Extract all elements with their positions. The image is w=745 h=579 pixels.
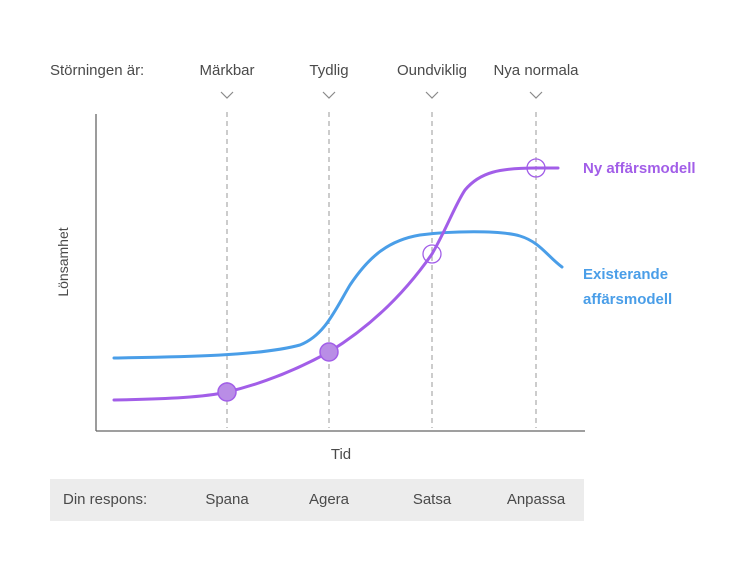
x-axis-label: Tid bbox=[330, 446, 352, 463]
disruption-row-label: Störningen är: bbox=[50, 62, 145, 79]
response-act: Agera bbox=[308, 491, 350, 508]
marker-clear bbox=[319, 342, 339, 362]
phase-label-inevitable: Oundviklig bbox=[396, 62, 468, 79]
existing-model-curve bbox=[112, 230, 564, 360]
series-label-existing-line2: affärsmodell bbox=[583, 291, 673, 308]
chevron-down-icon bbox=[322, 91, 336, 99]
chevron-down-icon bbox=[529, 91, 543, 99]
chevron-down-icon bbox=[220, 91, 234, 99]
marker-noticeable bbox=[217, 382, 237, 402]
response-row-label: Din respons: bbox=[63, 491, 148, 508]
phase-label-clear: Tydlig bbox=[309, 62, 349, 79]
marker-inevitable bbox=[422, 244, 442, 264]
response-invest: Satsa bbox=[412, 491, 452, 508]
new-model-curve bbox=[112, 166, 560, 402]
y-axis-label: Lönsamhet bbox=[55, 227, 71, 297]
response-adapt: Anpassa bbox=[506, 491, 566, 508]
response-bar: Din respons: Spana Agera Satsa Anpassa bbox=[50, 479, 584, 521]
marker-new-normal bbox=[526, 158, 546, 178]
phase-label-new-normal: Nya normala bbox=[493, 62, 579, 79]
series-label-existing-line1: Existerande bbox=[583, 266, 669, 283]
response-scan: Spana bbox=[205, 491, 249, 508]
phase-label-noticeable: Märkbar bbox=[199, 62, 255, 79]
series-label-existing-model: Existerande affärsmodell bbox=[583, 262, 672, 312]
series-label-new-model: Ny affärsmodell bbox=[583, 160, 696, 177]
chevron-down-icon bbox=[425, 91, 439, 99]
